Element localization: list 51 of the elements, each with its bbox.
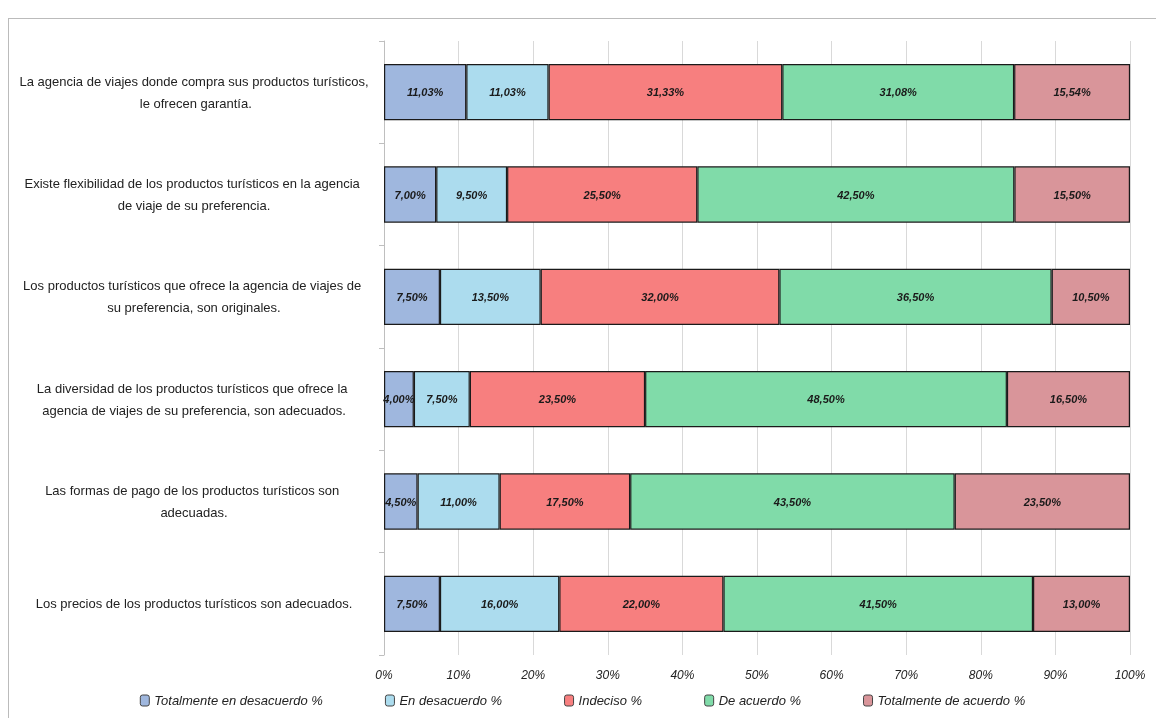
- y-tick-label: Las formas de pago de los productos turísticos son adecuadas.: [45, 483, 343, 520]
- data-label: 25,50%: [582, 188, 622, 201]
- y-tick-label: Los productos turísticos que ofrece la agencia de viajes de su preferencia, son originales.: [23, 278, 365, 316]
- x-tick-label: 30%: [595, 668, 621, 682]
- data-label: 16,00%: [480, 597, 519, 610]
- data-label: 22,00%: [621, 597, 661, 610]
- data-label: 15,50%: [1053, 188, 1092, 201]
- x-tick-label: 100%: [1114, 668, 1146, 682]
- data-label: 36,50%: [896, 290, 935, 303]
- data-label: 32,00%: [641, 290, 679, 303]
- data-label: 48,50%: [806, 393, 845, 406]
- y-tick-label: La diversidad de los productos turísticos que ofrece la agencia de viajes de su preferencia, son adecuados.: [36, 380, 352, 418]
- y-tick-label: Existe flexibilidad de los productos turísticos en la agencia de viaje de su preferencia.: [24, 176, 364, 213]
- data-label: 23,50%: [1022, 495, 1062, 508]
- legend-label: Totalmente de acuerdo %: [877, 693, 1026, 708]
- data-label: 7,50%: [426, 393, 458, 406]
- data-label: 31,08%: [879, 86, 918, 99]
- data-label: 17,50%: [546, 495, 584, 508]
- data-label: 42,50%: [836, 188, 875, 201]
- data-label: 11,03%: [489, 86, 526, 99]
- data-label: 11,00%: [440, 495, 478, 508]
- x-tick-label: 80%: [968, 668, 994, 682]
- x-tick-label: 50%: [744, 668, 770, 682]
- data-label: 9,50%: [456, 188, 488, 201]
- data-label: 7,50%: [396, 597, 428, 610]
- legend-label: Indeciso %: [578, 693, 643, 708]
- data-label: 41,50%: [858, 597, 898, 610]
- data-label: 10,50%: [1072, 290, 1110, 303]
- data-label: 13,00%: [1062, 597, 1101, 610]
- data-label: 7,50%: [396, 290, 428, 303]
- legend-label: Totalmente en desacuerdo %: [154, 693, 323, 708]
- data-label: 16,50%: [1049, 393, 1088, 406]
- x-tick-label: 10%: [446, 668, 471, 682]
- x-tick-label: 90%: [1043, 668, 1068, 682]
- data-label: 7,00%: [394, 188, 426, 201]
- x-tick-label: 60%: [819, 668, 844, 682]
- x-tick-label: 20%: [520, 668, 546, 682]
- data-label: 43,50%: [772, 495, 812, 508]
- data-label: 15,54%: [1053, 86, 1091, 99]
- x-tick-label: 70%: [894, 668, 919, 682]
- legend-label: De acuerdo %: [718, 693, 802, 708]
- y-tick-label: La agencia de viajes donde compra sus productos turísticos, le ofrecen garantía.: [19, 73, 369, 111]
- data-label: 31,33%: [646, 86, 685, 99]
- data-label: 4,50%: [384, 495, 417, 508]
- data-label: 13,50%: [471, 290, 510, 303]
- x-tick-label: 40%: [670, 668, 695, 682]
- data-label: 23,50%: [537, 393, 577, 406]
- data-label: 11,03%: [406, 86, 444, 99]
- y-tick-label: Los precios de los productos turísticos son adecuados.: [35, 596, 353, 612]
- legend-label: En desacuerdo %: [399, 693, 503, 708]
- x-tick-label: 0%: [375, 668, 393, 682]
